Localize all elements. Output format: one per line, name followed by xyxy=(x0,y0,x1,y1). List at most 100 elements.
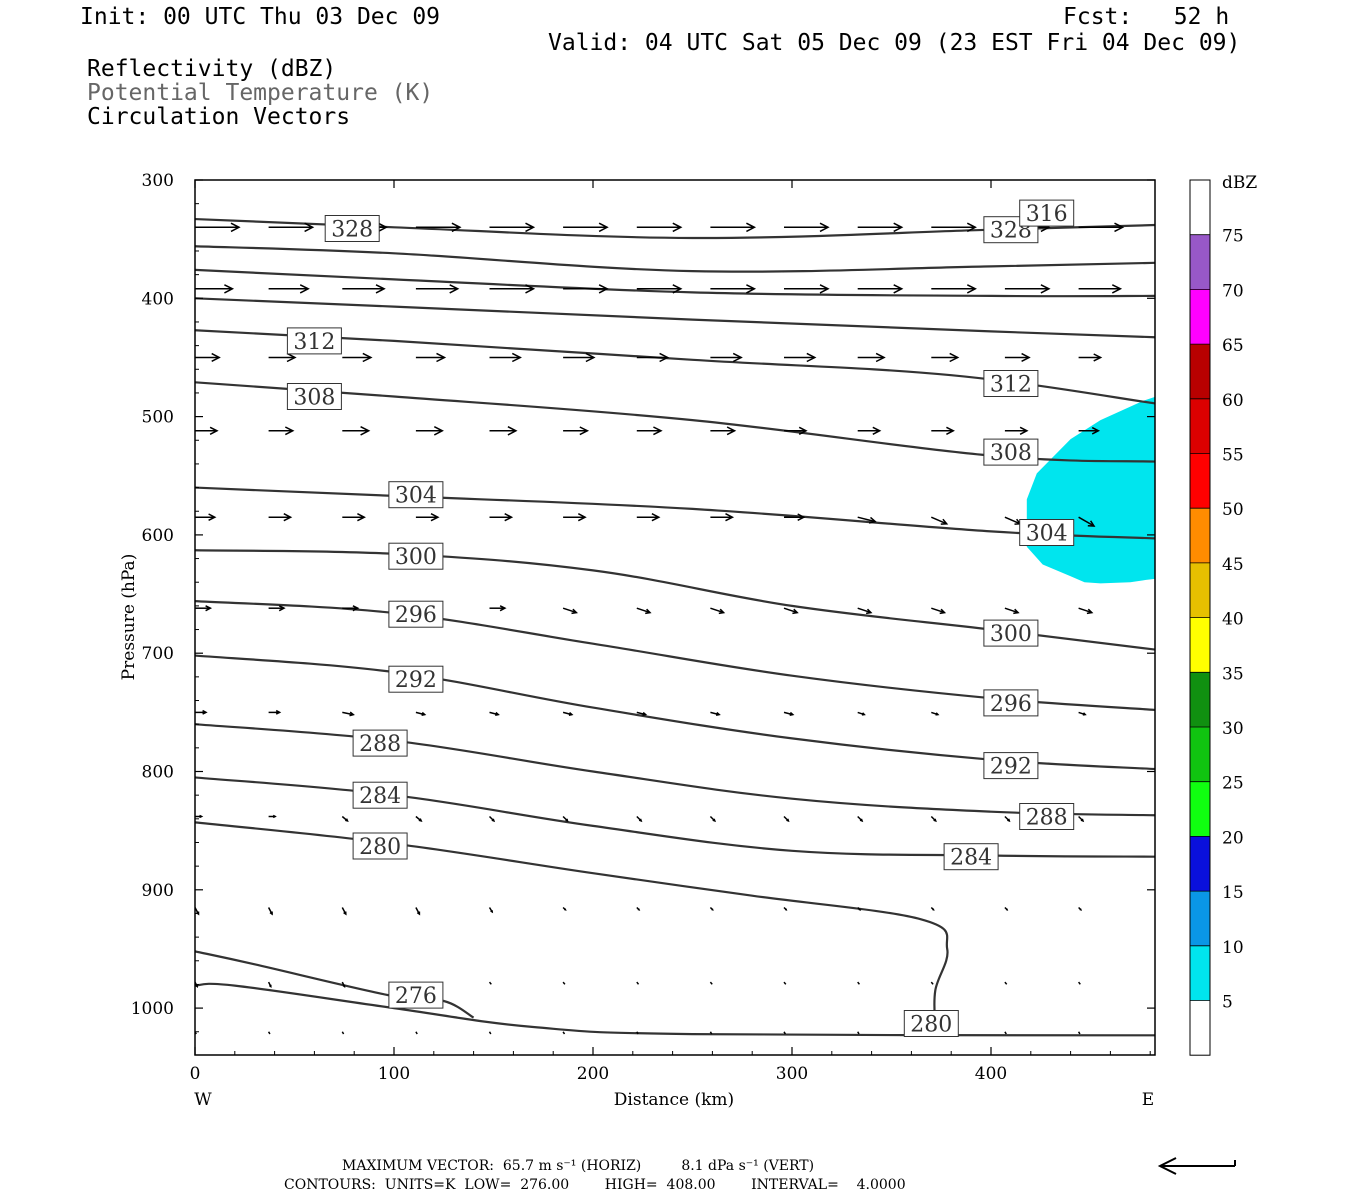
colorbar-label: 25 xyxy=(1222,774,1244,794)
circulation-vector xyxy=(489,426,518,436)
x-tick-label: 0 xyxy=(190,1064,201,1084)
circulation-vector xyxy=(636,222,683,233)
colorbar-swatch xyxy=(1190,180,1210,235)
circulation-vector xyxy=(931,222,977,233)
contour-label: 300 xyxy=(983,619,1039,647)
circulation-vector xyxy=(1078,222,1125,233)
reflectivity-shading xyxy=(1026,396,1155,584)
contour-label: 284 xyxy=(943,843,999,871)
circulation-vector xyxy=(1078,815,1085,823)
colorbar-label: 20 xyxy=(1222,828,1244,848)
circulation-vector xyxy=(267,907,273,916)
contour-label: 312 xyxy=(286,327,342,355)
colorbar-label: 10 xyxy=(1222,938,1244,958)
contour-label-text: 308 xyxy=(293,386,335,411)
contour-label-text: 296 xyxy=(395,603,437,628)
field-potential-temperature: Potential Temperature (K) xyxy=(87,80,434,106)
colorbar-label: 75 xyxy=(1222,227,1244,247)
circulation-vector xyxy=(488,907,494,914)
circulation-vector xyxy=(489,605,507,612)
circulation-vector xyxy=(341,907,347,916)
circulation-vector xyxy=(489,352,522,363)
x-tick-label: 100 xyxy=(378,1064,410,1084)
contour-info-text: CONTOURS: UNITS=K LOW= 276.00 HIGH= 408.… xyxy=(284,1177,906,1193)
circulation-vector xyxy=(562,981,566,985)
circulation-vector xyxy=(415,513,440,522)
reference-vector xyxy=(1157,1157,1236,1175)
forecast-hour: Fcst: 52 h xyxy=(1063,4,1230,30)
circulation-vector xyxy=(342,352,373,363)
circulation-vector xyxy=(931,352,960,363)
isentrope-304 xyxy=(195,486,1155,540)
circulation-vector xyxy=(1078,906,1083,911)
circulation-vector xyxy=(784,284,830,294)
contour-label: 280 xyxy=(352,832,408,860)
contour-label: 300 xyxy=(388,542,444,570)
circulation-vector xyxy=(195,284,235,294)
circulation-vector xyxy=(709,981,713,985)
circulation-vector xyxy=(562,1031,566,1035)
circulation-vector xyxy=(1004,426,1029,435)
circulation-vector xyxy=(415,1031,418,1035)
circulation-vector xyxy=(415,222,462,233)
contour-label-text: 304 xyxy=(395,484,437,509)
y-tick-label: 1000 xyxy=(131,999,174,1019)
circulation-vector xyxy=(857,516,877,524)
contour-label-text: 300 xyxy=(990,622,1032,647)
colorbar-swatch xyxy=(1190,891,1210,946)
colorbar-swatch xyxy=(1190,453,1210,509)
isentrope-276 xyxy=(195,950,475,1019)
contour-label-text: 312 xyxy=(293,330,335,355)
contour-label-text: 296 xyxy=(990,692,1032,717)
contour-label: 308 xyxy=(286,383,342,411)
circulation-vector xyxy=(636,711,648,717)
circulation-vector xyxy=(636,1031,639,1035)
colorbar-swatch xyxy=(1190,289,1210,345)
y-tick-label: 600 xyxy=(142,526,174,546)
circulation-vector xyxy=(857,906,862,911)
valid-time: Valid: 04 UTC Sat 05 Dec 09 (23 EST Fri … xyxy=(548,30,1241,56)
west-label: W xyxy=(194,1090,212,1110)
y-tick-label: 400 xyxy=(142,289,174,309)
circulation-vector xyxy=(1004,906,1009,911)
y-tick-label: 900 xyxy=(142,881,174,901)
contour-label-text: 276 xyxy=(395,984,437,1009)
contour-label-text: 288 xyxy=(359,732,401,757)
circulation-vector xyxy=(709,906,714,911)
circulation-vector xyxy=(783,1031,787,1035)
circulation-vector xyxy=(710,284,757,294)
circulation-vector xyxy=(636,906,641,911)
colorbar-swatch xyxy=(1190,398,1210,454)
circulation-vector xyxy=(931,516,949,525)
circulation-vector xyxy=(784,222,830,233)
circulation-vector xyxy=(415,815,423,822)
colorbar-label: 30 xyxy=(1222,719,1244,739)
y-tick-label: 700 xyxy=(142,644,174,664)
contour-label-text: 280 xyxy=(359,835,401,860)
y-axis-label: Pressure (hPa) xyxy=(119,554,139,681)
isentrope-316 xyxy=(195,297,1155,339)
circulation-vector xyxy=(489,222,536,233)
contour-label: 292 xyxy=(983,752,1039,780)
east-label: E xyxy=(1142,1090,1154,1110)
x-tick-label: 200 xyxy=(577,1064,609,1084)
circulation-vector xyxy=(710,711,721,717)
contour-label-text: 292 xyxy=(990,755,1032,780)
circulation-vector xyxy=(563,284,609,294)
colorbar-label: 50 xyxy=(1222,500,1244,520)
circulation-vector xyxy=(415,352,447,363)
circulation-vector xyxy=(562,607,578,615)
circulation-vector xyxy=(1004,352,1031,362)
circulation-vector xyxy=(342,284,386,294)
circulation-vector xyxy=(563,426,590,436)
colorbar-label: 45 xyxy=(1222,555,1244,575)
circulation-vector xyxy=(1078,516,1096,527)
contour-label: 288 xyxy=(352,729,408,757)
circulation-vector xyxy=(563,352,596,363)
contour-label-text: 300 xyxy=(395,545,437,570)
contour-label-layer: 328 3283163123123083083043043003002962962… xyxy=(286,199,1075,1038)
colorbar-swatch xyxy=(1190,836,1210,892)
colorbar-label: 60 xyxy=(1222,391,1244,411)
circulation-vector xyxy=(341,1031,345,1035)
circulation-vector xyxy=(267,981,272,988)
